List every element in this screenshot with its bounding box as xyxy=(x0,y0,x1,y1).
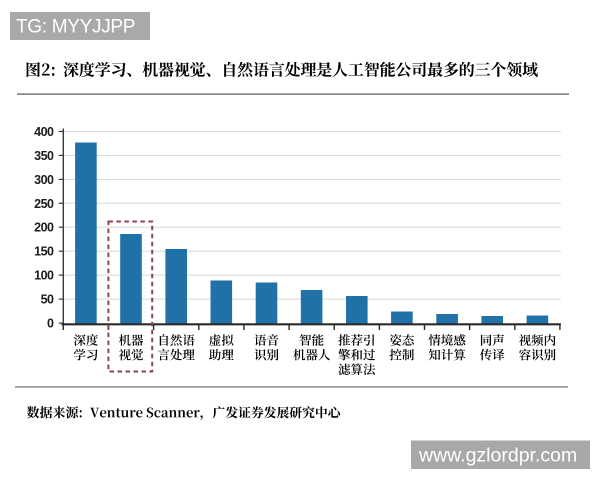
svg-text:0: 0 xyxy=(47,317,54,331)
svg-text:100: 100 xyxy=(34,269,54,283)
svg-text:250: 250 xyxy=(34,197,54,211)
svg-text:200: 200 xyxy=(34,221,54,235)
svg-text:50: 50 xyxy=(41,293,54,307)
svg-text:350: 350 xyxy=(34,149,54,163)
svg-text:www.gzlordpr.com: www.gzlordpr.com xyxy=(418,445,577,467)
svg-text:TG: MYYJJPP: TG: MYYJJPP xyxy=(16,17,135,38)
svg-text:150: 150 xyxy=(34,245,54,259)
svg-text:300: 300 xyxy=(34,173,54,187)
svg-text:400: 400 xyxy=(34,125,54,139)
